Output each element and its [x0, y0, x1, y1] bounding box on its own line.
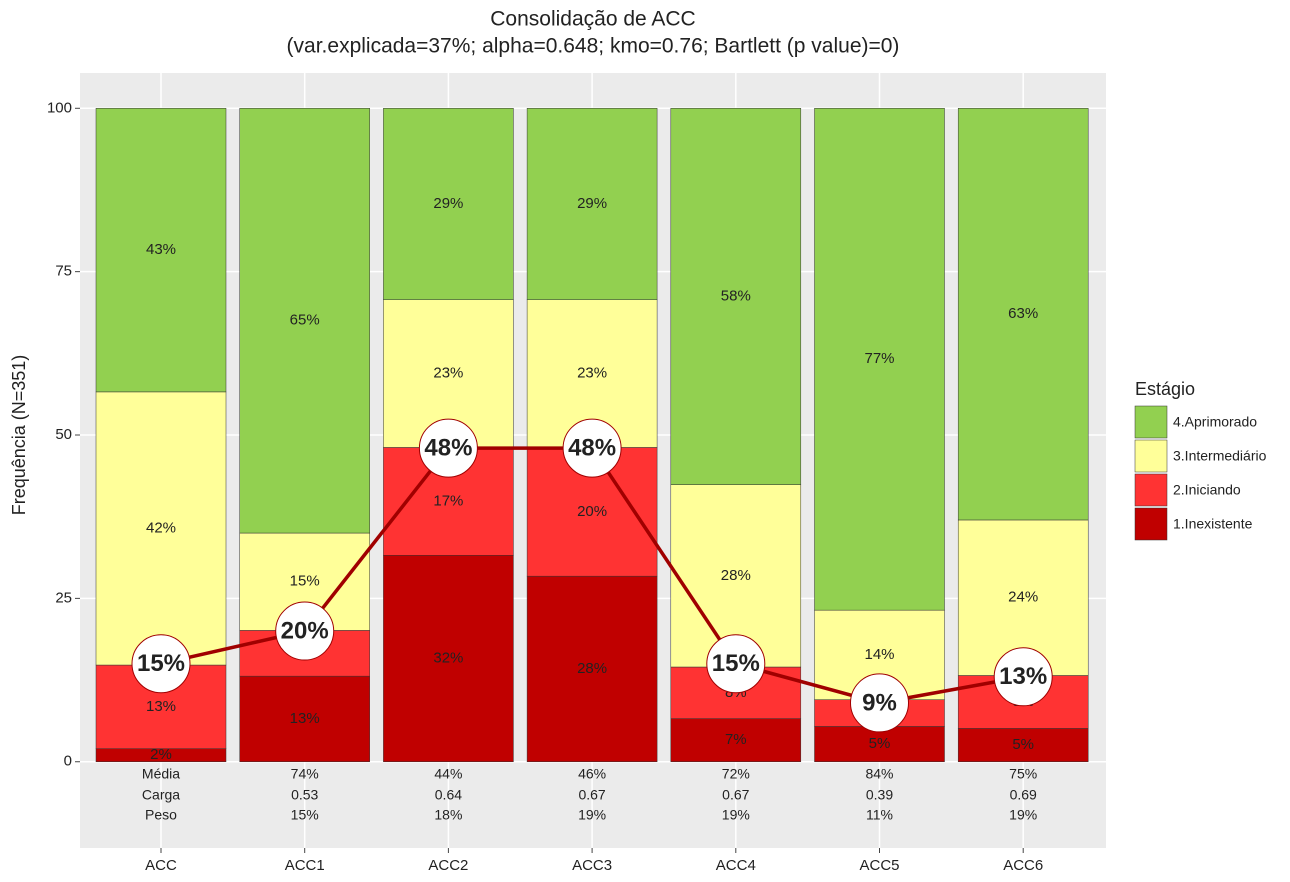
- x-tick-label: ACC6: [1003, 857, 1043, 874]
- legend-label: 4.Aprimorado: [1173, 414, 1257, 430]
- line-point: [993, 647, 1053, 707]
- bar-segment: [95, 391, 227, 666]
- data-label: 65%: [290, 312, 320, 329]
- x-tick-label: ACC1: [285, 857, 325, 874]
- line-point: [275, 601, 335, 661]
- legend-key: [1134, 507, 1168, 541]
- bar-segment: [670, 718, 802, 762]
- legend-key: [1134, 473, 1168, 507]
- legend-title: Estágio: [1135, 379, 1195, 399]
- data-label: 14%: [864, 646, 894, 663]
- line-point: [850, 673, 909, 733]
- bar-segment: [526, 108, 658, 300]
- bar-segment: [239, 675, 370, 762]
- table-row-label: Carga: [142, 787, 180, 803]
- table-cell: 0.39: [866, 787, 893, 803]
- x-tick-label: ACC: [145, 857, 177, 874]
- bar-segment: [814, 108, 945, 611]
- y-axis-label: Frequência (N=351): [9, 355, 29, 516]
- line-point: [418, 418, 478, 478]
- y-tick-label: 25: [55, 589, 72, 606]
- data-label: 17%: [433, 492, 463, 509]
- legend-key: [1134, 439, 1168, 473]
- data-label: 77%: [864, 350, 894, 367]
- data-label: 5%: [869, 735, 891, 752]
- line-label: 15%: [712, 650, 760, 677]
- table-cell: 0.69: [1010, 787, 1037, 803]
- legend-label: 2.Iniciando: [1173, 482, 1241, 498]
- bar-segment: [383, 555, 514, 762]
- data-label: 20%: [577, 503, 607, 520]
- data-label: 13%: [146, 698, 176, 715]
- y-tick-label: 50: [55, 426, 72, 443]
- data-label: 32%: [433, 649, 463, 666]
- data-label: 24%: [1008, 589, 1038, 606]
- table-cell: 72%: [722, 766, 750, 782]
- table-cell: 0.53: [291, 787, 318, 803]
- table-cell: 15%: [291, 807, 319, 823]
- table-row-label: Peso: [145, 807, 177, 823]
- line-label: 20%: [281, 617, 329, 644]
- table-cell: 0.67: [578, 787, 605, 803]
- data-label: 63%: [1008, 305, 1038, 322]
- line-label: 9%: [862, 689, 897, 716]
- table-cell: 84%: [865, 766, 893, 782]
- legend-key: [1134, 405, 1168, 439]
- table-cell: 18%: [434, 807, 462, 823]
- data-label: 28%: [721, 567, 751, 584]
- bar-segment: [957, 728, 1089, 762]
- line-label: 48%: [568, 434, 616, 461]
- line-label: 13%: [999, 663, 1047, 690]
- data-label: 42%: [146, 519, 176, 536]
- bar-segment: [383, 108, 514, 300]
- table-cell: 0.64: [435, 787, 462, 803]
- bar-segment: [526, 575, 658, 762]
- data-label: 28%: [577, 660, 607, 677]
- line-label: 15%: [137, 650, 185, 677]
- chart-title: Consolidação de ACC: [490, 8, 695, 31]
- bar-segment: [957, 108, 1089, 521]
- x-tick-label: ACC5: [859, 857, 899, 874]
- chart-subtitle: (var.explicada=37%; alpha=0.648; kmo=0.7…: [287, 35, 900, 58]
- y-tick-label: 0: [64, 753, 72, 770]
- legend-label: 3.Intermediário: [1173, 448, 1267, 464]
- y-tick-label: 75: [55, 263, 72, 280]
- data-label: 5%: [1012, 736, 1034, 753]
- data-label: 23%: [433, 365, 463, 382]
- table-cell: 19%: [1009, 807, 1037, 823]
- line-point: [562, 418, 622, 478]
- x-tick-label: ACC3: [572, 857, 612, 874]
- line-point: [706, 634, 766, 694]
- data-label: 15%: [290, 573, 320, 590]
- data-label: 43%: [146, 241, 176, 258]
- x-tick-label: ACC4: [716, 857, 756, 874]
- data-label: 13%: [290, 710, 320, 727]
- table-cell: 74%: [291, 766, 319, 782]
- legend-label: 1.Inexistente: [1173, 516, 1253, 532]
- data-label: 2%: [150, 746, 172, 763]
- data-label: 29%: [433, 195, 463, 212]
- data-label: 23%: [577, 365, 607, 382]
- table-cell: 11%: [866, 807, 893, 823]
- table-cell: 46%: [578, 766, 606, 782]
- table-row-label: Média: [142, 766, 180, 782]
- table-cell: 75%: [1009, 766, 1037, 782]
- line-label: 48%: [424, 434, 472, 461]
- data-label: 7%: [725, 731, 747, 748]
- bar-segment: [670, 108, 802, 485]
- bar-segment: [239, 108, 370, 534]
- data-label: 58%: [721, 287, 751, 304]
- y-tick-label: 100: [47, 99, 72, 116]
- table-cell: 19%: [578, 807, 606, 823]
- bar-segment: [95, 108, 227, 393]
- table-cell: 19%: [722, 807, 750, 823]
- x-tick-label: ACC2: [428, 857, 468, 874]
- table-cell: 44%: [434, 766, 462, 782]
- table-cell: 0.67: [722, 787, 749, 803]
- data-label: 29%: [577, 195, 607, 212]
- line-point: [131, 634, 191, 694]
